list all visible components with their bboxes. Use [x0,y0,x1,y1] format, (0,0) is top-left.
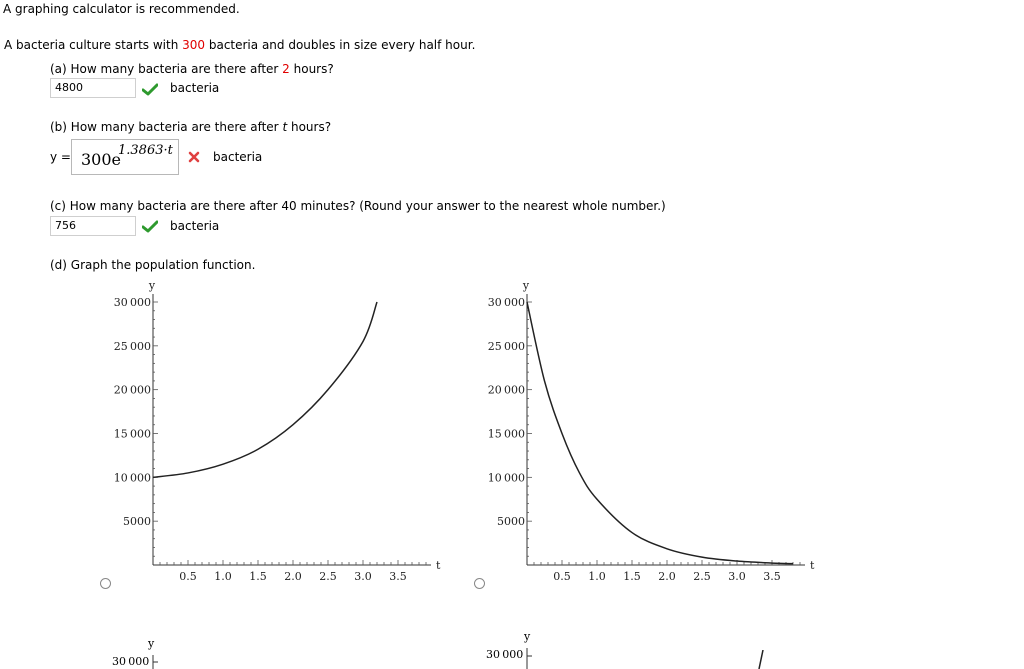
y-tick-label: 10 000 [488,471,525,484]
part-b-answer-exponent: 1.3863·t [118,143,173,158]
part-a-unit: bacteria [170,81,220,95]
part-a-hours: 2 [282,62,290,76]
graph-4-curve [758,650,764,669]
part-b-var: t [282,120,288,134]
x-axis-label: t [436,559,441,572]
graph-option-1-radio[interactable] [100,578,111,589]
x-tick-label: 2.5 [693,570,711,583]
cross-icon [188,151,200,163]
x-tick-label: 3.0 [728,570,746,583]
part-b-text-2: hours? [287,120,332,134]
y-axis-label: y [522,279,530,292]
part-b-unit: bacteria [213,150,263,164]
series-line [526,301,794,565]
part-b-text-1: (b) How many bacteria are there after [50,120,283,134]
x-tick-label: 0.5 [179,570,197,583]
calculator-note: A graphing calculator is recommended. [3,2,240,16]
part-a-text-2: hours? [289,62,334,76]
graph-option-2-radio[interactable] [474,578,485,589]
problem-intro: A bacteria culture starts with 300 bacte… [4,38,475,52]
intro-text-1: A bacteria culture starts with [4,38,183,52]
y-tick-label: 25 000 [114,340,151,353]
part-d-question: (d) Graph the population function. [50,258,256,272]
y-tick-label: 20 000 [114,384,151,397]
y-tick-label: 30 000 [488,296,525,309]
y-tick-label: 5000 [497,515,525,528]
graph-4-y-label: y [524,630,531,643]
y-tick-label: 5000 [123,515,151,528]
x-tick-label: 3.5 [763,570,781,583]
part-b-y-label: y = [50,150,71,164]
part-a-text-1: (a) How many bacteria are there after [50,62,283,76]
x-tick-label: 1.5 [623,570,641,583]
x-tick-label: 2.0 [658,570,676,583]
graph-4-top-tick: 30 000 [486,648,524,661]
x-tick-label: 1.0 [588,570,606,583]
intro-initial-count: 300 [182,38,206,52]
graph-option-1[interactable]: 0.5 1.0 1.5 2.0 2.5 3.0 3.5 30 000 25 000 20 000 1… [100,276,445,586]
y-tick-label: 20 000 [488,384,525,397]
x-tick-label: 3.5 [389,570,407,583]
graph-4-axis [526,648,532,669]
graph-3-axis [152,655,158,669]
graph-3-top-tick: 30 000 [112,655,150,668]
part-a-answer-input[interactable]: 4800 [50,78,136,98]
x-tick-label: 1.5 [249,570,267,583]
y-axis-label: y [148,279,156,292]
part-b-answer-base: 300e [81,150,122,169]
x-tick-label: 2.5 [319,570,337,583]
x-axis-label: t [810,559,815,572]
x-tick-label: 0.5 [553,570,571,583]
intro-text-2: bacteria and doubles in size every half … [205,38,476,52]
part-c-answer-input[interactable]: 756 [50,216,136,236]
y-tick-label: 25 000 [488,340,525,353]
graph-3-y-label: y [148,637,155,650]
part-c-unit: bacteria [170,219,220,233]
graph-option-2[interactable]: 0.5 1.0 1.5 2.0 2.5 3.0 3.5 30 000 25 000 20 000 1… [474,276,819,586]
x-tick-label: 1.0 [214,570,232,583]
y-tick-label: 15 000 [114,428,151,441]
y-tick-label: 15 000 [488,428,525,441]
x-tick-label: 2.0 [284,570,302,583]
part-b-answer-input[interactable]: 300e 1.3863·t [71,139,179,175]
x-tick-label: 3.0 [354,570,372,583]
check-icon [142,220,158,233]
y-tick-label: 10 000 [114,471,151,484]
part-a-question: (a) How many bacteria are there after 2 … [50,62,334,76]
part-b-question: (b) How many bacteria are there after t … [50,120,331,134]
check-icon [142,83,158,96]
part-c-question: (c) How many bacteria are there after 40… [50,199,666,213]
series-line [152,301,378,479]
y-tick-label: 30 000 [114,296,151,309]
